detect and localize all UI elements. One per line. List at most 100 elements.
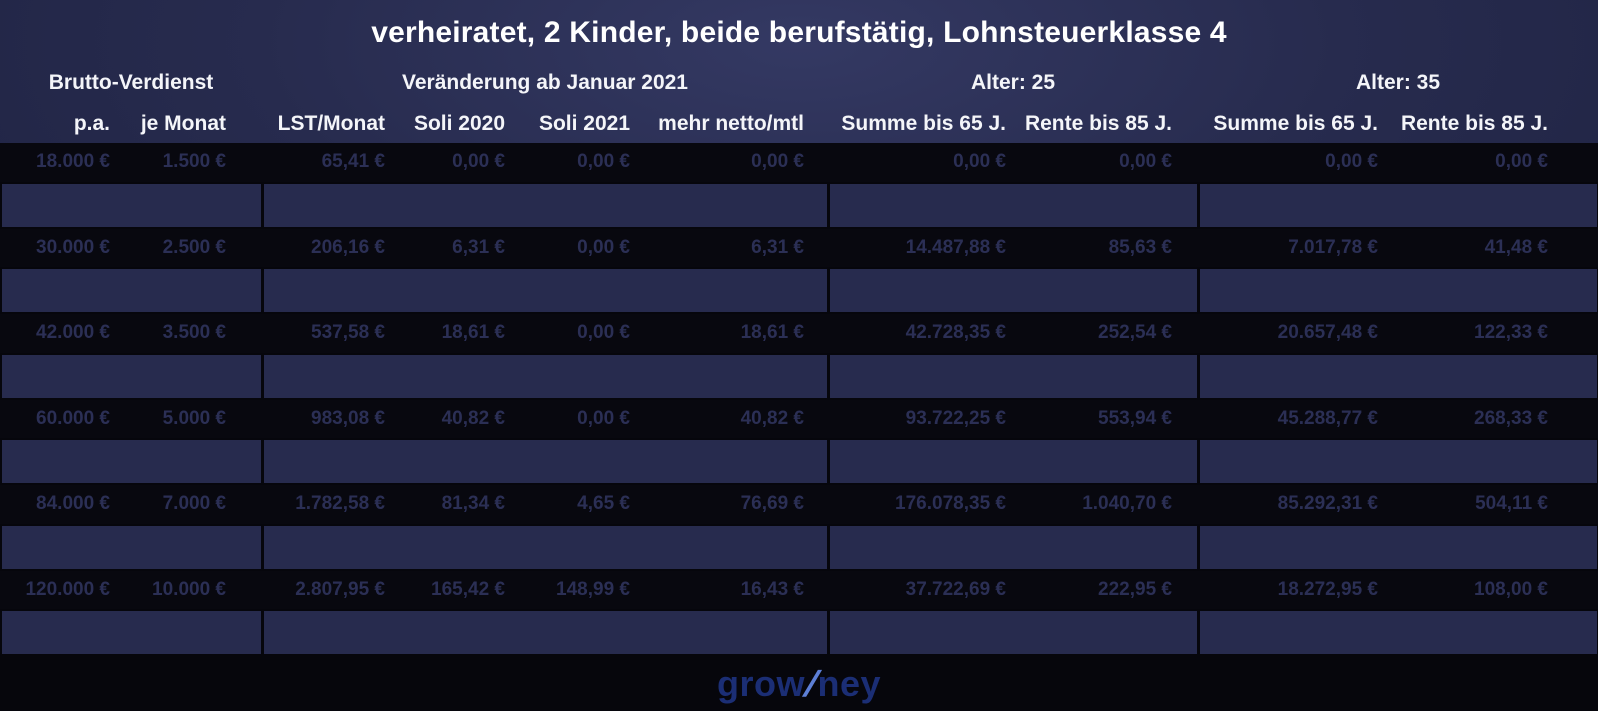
column-header: Soli 2021 <box>538 111 630 135</box>
spacer-block <box>263 440 827 483</box>
column-group-label: Alter: 35 <box>1355 71 1441 94</box>
table-row: 60.000 € 5.000 € 983,08 € 40,82 € 0,00 € 40,8… <box>0 399 1598 438</box>
table-cell: 1.782,58 € <box>295 493 385 515</box>
spacer-block <box>829 183 1197 227</box>
column-header: je Monat <box>140 111 226 135</box>
table-cell: 20.657,48 € <box>1277 322 1378 344</box>
column-header: Rente bis 85 J. <box>1400 111 1548 135</box>
table-cell: 60.000 € <box>36 407 110 429</box>
table-cell: 0,00 € <box>577 236 630 258</box>
table-row: 30.000 € 2.500 € 206,16 € 6,31 € 0,00 € 6,31 … <box>0 228 1598 267</box>
spacer-row <box>0 352 1598 400</box>
table-cell: 0,00 € <box>452 151 505 173</box>
column-header: mehr netto/mtl <box>658 111 804 135</box>
table-cell: 18,61 € <box>740 322 804 344</box>
table-cell: 81,34 € <box>441 493 505 515</box>
table-cell: 176.078,35 € <box>895 493 1006 515</box>
table-cell: 30.000 € <box>36 236 110 258</box>
table-cell: 42.000 € <box>36 322 110 344</box>
spacer-row <box>0 181 1598 229</box>
table-cell: 10.000 € <box>152 578 226 600</box>
table-cell: 1.500 € <box>162 151 226 173</box>
spacer-block <box>1199 354 1597 398</box>
table-cell: 983,08 € <box>311 407 385 429</box>
table-cell: 0,00 € <box>577 151 630 173</box>
spacer-block <box>1199 183 1597 227</box>
table-cell: 76,69 € <box>740 493 804 515</box>
table-cell: 120.000 € <box>25 578 110 600</box>
table-cell: 0,00 € <box>1119 151 1172 173</box>
column-header: p.a. <box>73 111 110 135</box>
spacer-block <box>1 525 261 569</box>
table-row: 18.000 € 1.500 € 65,41 € 0,00 € 0,00 € 0,00 €… <box>0 143 1598 182</box>
table-cell: 553,94 € <box>1098 407 1172 429</box>
table-cell: 84.000 € <box>36 493 110 515</box>
spacer-block <box>1 440 261 483</box>
logo-text-right: ney <box>817 663 882 704</box>
table-row: 120.000 € 10.000 € 2.807,95 € 165,42 € 148,9… <box>0 570 1598 609</box>
table-cell: 18,61 € <box>441 322 505 344</box>
table-cell: 252,54 € <box>1098 322 1172 344</box>
page-title: verheiratet, 2 Kinder, beide berufstätig… <box>371 16 1227 49</box>
table-cell: 122,33 € <box>1474 322 1548 344</box>
table-cell: 93.722,25 € <box>905 407 1006 429</box>
spacer-block <box>829 354 1197 398</box>
table-cell: 537,58 € <box>311 322 385 344</box>
table-cell: 0,00 € <box>751 151 804 173</box>
spacer-row <box>0 267 1598 314</box>
column-header: Soli 2020 <box>413 111 505 135</box>
spacer-block <box>263 183 827 227</box>
table-cell: 1.040,70 € <box>1082 493 1172 515</box>
table-cell: 45.288,77 € <box>1277 407 1378 429</box>
spacer-row <box>0 438 1598 485</box>
table-cell: 108,00 € <box>1474 578 1548 600</box>
table-cell: 0,00 € <box>953 151 1006 173</box>
spacer-block <box>263 269 827 312</box>
table-cell: 41,48 € <box>1484 236 1548 258</box>
table-body: 18.000 € 1.500 € 65,41 € 0,00 € 0,00 € 0,00 €… <box>0 143 1598 656</box>
spacer-block <box>829 269 1197 312</box>
table-cell: 5.000 € <box>162 407 226 429</box>
table-cell: 148,99 € <box>556 578 630 600</box>
table-cell: 6,31 € <box>751 236 804 258</box>
spacer-block <box>829 611 1197 654</box>
table-cell: 222,95 € <box>1098 578 1172 600</box>
table-cell: 6,31 € <box>452 236 505 258</box>
table-cell: 14.487,88 € <box>905 236 1006 258</box>
spacer-block <box>263 525 827 569</box>
spacer-block <box>263 611 827 654</box>
table-cell: 85,63 € <box>1108 236 1172 258</box>
table-cell: 504,11 € <box>1475 493 1548 515</box>
table-cell: 3.500 € <box>162 322 226 344</box>
table-cell: 16,43 € <box>740 578 804 600</box>
column-header: Summe bis 65 J. <box>1213 111 1378 135</box>
growney-logo: grow/ney <box>717 656 881 711</box>
column-group-label: Alter: 25 <box>970 71 1056 94</box>
column-group-label: Brutto-Verdienst <box>48 71 214 94</box>
logo-text-left: grow <box>716 663 805 704</box>
column-header: LST/Monat <box>277 111 385 135</box>
table-row: 42.000 € 3.500 € 537,58 € 18,61 € 0,00 € 18,6… <box>0 314 1598 353</box>
spacer-block <box>263 354 827 398</box>
table-cell: 0,00 € <box>577 322 630 344</box>
table-cell: 42.728,35 € <box>905 322 1006 344</box>
table-cell: 0,00 € <box>1325 151 1378 173</box>
spacer-block <box>1199 440 1597 483</box>
spacer-block <box>829 525 1197 569</box>
table-row: 84.000 € 7.000 € 1.782,58 € 81,34 € 4,65 € 76… <box>0 485 1598 524</box>
spacer-block <box>1 269 261 312</box>
table-cell: 2.807,95 € <box>295 578 385 600</box>
table-cell: 18.272,95 € <box>1277 578 1378 600</box>
table-cell: 0,00 € <box>1495 151 1548 173</box>
table-cell: 18.000 € <box>36 151 110 173</box>
column-group-header-row: Brutto-Verdienst Veränderung ab Januar 20… <box>0 62 1598 104</box>
spacer-row <box>0 609 1598 656</box>
spacer-block <box>1199 525 1597 569</box>
table-cell: 206,16 € <box>311 236 385 258</box>
table-cell: 7.017,78 € <box>1288 236 1378 258</box>
spacer-block <box>1 354 261 398</box>
table-cell: 65,41 € <box>321 151 385 173</box>
column-header: Summe bis 65 J. <box>841 111 1006 135</box>
table-cell: 37.722,69 € <box>905 578 1006 600</box>
